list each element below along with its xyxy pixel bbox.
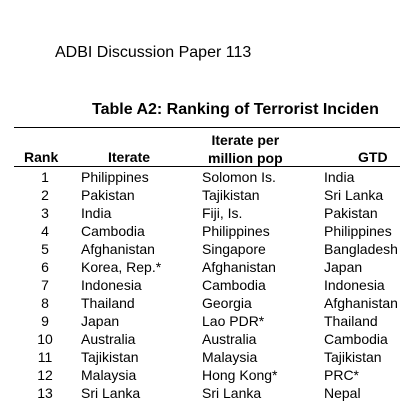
cell-iterate-per-million: Malaysia	[202, 349, 258, 365]
column-header-iterate: Iterate	[108, 149, 151, 165]
table-row: 3 India Fiji, Is. Pakistan	[0, 204, 400, 222]
cell-gtd: India	[324, 169, 355, 185]
cell-iterate: Pakistan	[81, 187, 135, 203]
cell-rank: 3	[41, 205, 49, 221]
cell-iterate-per-million: Tajikistan	[202, 187, 260, 203]
cell-iterate: Malaysia	[81, 367, 137, 383]
cell-iterate: Philippines	[81, 169, 149, 185]
cell-gtd: Indonesia	[324, 277, 385, 293]
cell-rank: 6	[41, 259, 49, 275]
cell-rank: 5	[41, 241, 49, 257]
cell-iterate: Sri Lanka	[81, 385, 141, 401]
table-body: 1 Philippines Solomon Is. India 2 Pakistan Taj…	[0, 168, 400, 402]
cell-iterate: Japan	[81, 313, 120, 329]
cell-iterate: Thailand	[81, 295, 135, 311]
table-row: 10 Australia Australia Cambodia	[0, 330, 400, 348]
cell-rank: 9	[41, 313, 49, 329]
table-row: 8 Thailand Georgia Afghanistan	[0, 294, 400, 312]
column-header-iterate-per-million: Iterate per million pop	[208, 131, 283, 167]
column-header-gtd: GTD	[358, 149, 388, 165]
cell-iterate-per-million: Lao PDR*	[202, 313, 265, 329]
page-header: ADBI Discussion Paper 113	[55, 44, 252, 61]
table-row: 2 Pakistan Tajikistan Sri Lanka	[0, 186, 400, 204]
column-header-iterate-per-million-line2: million pop	[208, 150, 283, 166]
cell-iterate: Tajikistan	[81, 349, 139, 365]
cell-iterate-per-million: Cambodia	[202, 277, 266, 293]
column-header-rank: Rank	[24, 149, 59, 165]
cell-rank: 13	[37, 385, 53, 401]
cell-gtd: Japan	[324, 259, 363, 275]
table-row: 13 Sri Lanka Sri Lanka Nepal	[0, 384, 400, 402]
cell-iterate-per-million: Singapore	[202, 241, 266, 257]
cell-iterate-per-million: Georgia	[202, 295, 252, 311]
table-header-rule	[14, 166, 400, 167]
cell-iterate-per-million: Philippines	[202, 223, 270, 239]
cell-iterate-per-million: Australia	[202, 331, 257, 347]
cell-rank: 10	[37, 331, 53, 347]
cell-gtd: Afghanistan	[324, 295, 398, 311]
cell-iterate: India	[81, 205, 112, 221]
cell-rank: 1	[41, 169, 49, 185]
column-header-iterate-per-million-line1: Iterate per	[211, 132, 280, 148]
table-row: 1 Philippines Solomon Is. India	[0, 168, 400, 186]
cell-iterate: Indonesia	[81, 277, 142, 293]
cell-iterate-per-million: Sri Lanka	[202, 385, 262, 401]
cell-rank: 8	[41, 295, 49, 311]
cell-iterate-per-million: Hong Kong*	[202, 367, 278, 383]
cell-gtd: Thailand	[324, 313, 378, 329]
table-top-rule	[14, 127, 400, 128]
cell-rank: 7	[41, 277, 49, 293]
cell-rank: 12	[37, 367, 53, 383]
table-row: 7 Indonesia Cambodia Indonesia	[0, 276, 400, 294]
cell-rank: 4	[41, 223, 49, 239]
cell-iterate: Korea, Rep.*	[81, 259, 162, 275]
cell-iterate: Afghanistan	[81, 241, 155, 257]
cell-iterate-per-million: Solomon Is.	[202, 169, 276, 185]
cell-gtd: PRC*	[324, 367, 360, 383]
table-row: 4 Cambodia Philippines Philippines	[0, 222, 400, 240]
table-title: Table A2: Ranking of Terrorist Inciden	[92, 101, 379, 118]
table-row: 9 Japan Lao PDR* Thailand	[0, 312, 400, 330]
cell-gtd: Tajikistan	[324, 349, 382, 365]
cell-iterate: Cambodia	[81, 223, 145, 239]
cell-rank: 11	[37, 349, 53, 365]
cell-gtd: Cambodia	[324, 331, 388, 347]
table-row: 5 Afghanistan Singapore Bangladesh	[0, 240, 400, 258]
table-row: 6 Korea, Rep.* Afghanistan Japan	[0, 258, 400, 276]
cell-rank: 2	[41, 187, 49, 203]
cell-gtd: Nepal	[324, 385, 361, 401]
cell-gtd: Sri Lanka	[324, 187, 384, 203]
table-row: 12 Malaysia Hong Kong* PRC*	[0, 366, 400, 384]
cell-iterate: Australia	[81, 331, 136, 347]
cell-gtd: Pakistan	[324, 205, 378, 221]
cell-iterate-per-million: Fiji, Is.	[202, 205, 243, 221]
cell-gtd: Philippines	[324, 223, 392, 239]
table-row: 11 Tajikistan Malaysia Tajikistan	[0, 348, 400, 366]
cell-gtd: Bangladesh	[324, 241, 398, 257]
cell-iterate-per-million: Afghanistan	[202, 259, 276, 275]
